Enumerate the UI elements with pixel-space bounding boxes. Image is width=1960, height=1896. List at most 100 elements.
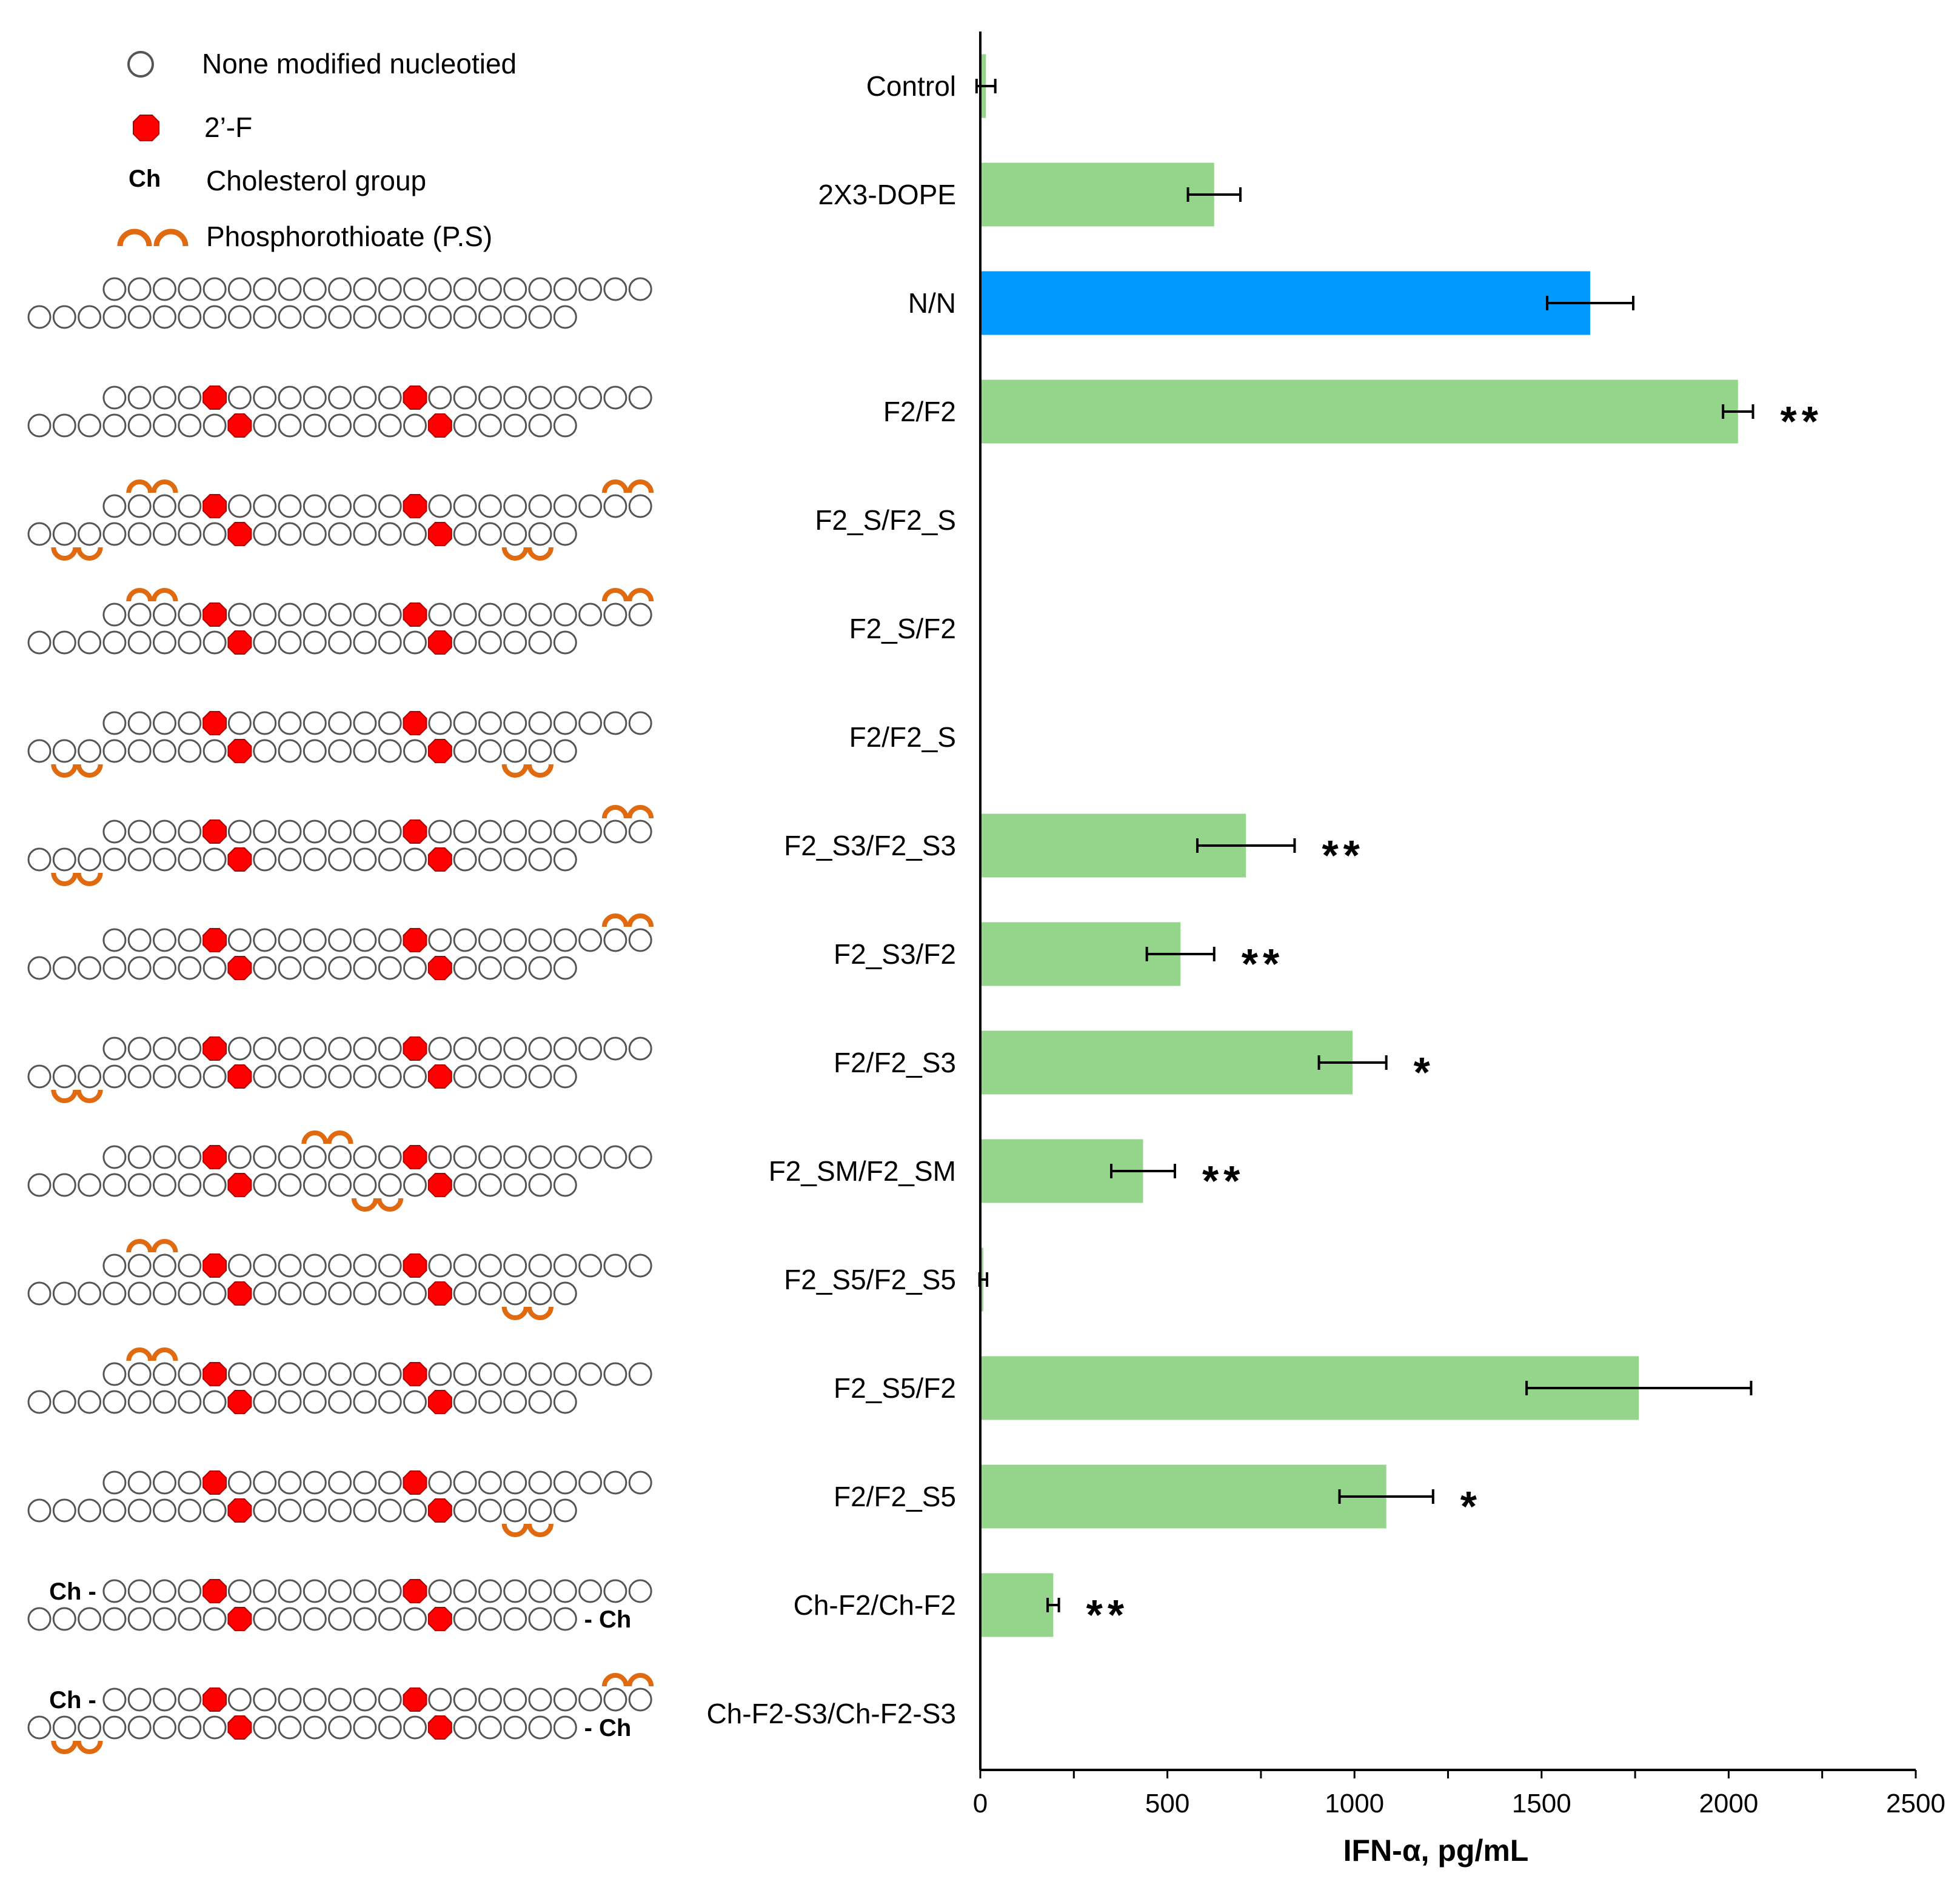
nucleotide xyxy=(78,1607,102,1631)
nucleotide xyxy=(353,847,377,872)
nucleotide xyxy=(478,1253,502,1278)
duplex-diagram: Ch - - Ch xyxy=(27,1673,654,1754)
nucleotide xyxy=(27,847,52,872)
nucleotide xyxy=(127,1036,152,1061)
nucleotide xyxy=(453,1036,477,1061)
nucleotide xyxy=(227,819,252,844)
nucleotide xyxy=(453,1173,477,1197)
nucleotide xyxy=(353,711,377,735)
significance-marker: ** xyxy=(1322,832,1364,879)
nucleotide xyxy=(328,386,352,410)
nucleotide xyxy=(353,928,377,952)
nucleotide xyxy=(503,1064,527,1089)
nucleotide xyxy=(628,711,652,735)
nucleotide xyxy=(127,1390,152,1414)
nucleotide xyxy=(378,1036,402,1061)
nucleotide xyxy=(453,630,477,655)
nucleotide xyxy=(27,1390,52,1414)
nucleotide xyxy=(27,413,52,438)
nucleotide xyxy=(178,1390,202,1414)
nucleotide xyxy=(478,1498,502,1523)
nucleotide xyxy=(503,711,527,735)
nucleotide xyxy=(202,413,227,438)
legend-item-ps: Phosphorothioate (P.S) xyxy=(117,221,492,252)
ps-arc-icon xyxy=(117,229,152,247)
nucleotide xyxy=(278,1390,302,1414)
nucleotide xyxy=(102,1281,127,1306)
nucleotide xyxy=(403,630,427,655)
nucleotide xyxy=(578,928,603,952)
nucleotide xyxy=(303,1687,327,1712)
nucleotide xyxy=(52,739,76,763)
nucleotide xyxy=(102,928,127,952)
nucleotide xyxy=(253,1579,277,1603)
nucleotide xyxy=(102,277,127,301)
nucleotide xyxy=(303,1498,327,1523)
significance-marker: ** xyxy=(1202,1157,1245,1204)
modified-nucleotide xyxy=(202,1253,227,1278)
nucleotide xyxy=(453,1064,477,1089)
nucleotide xyxy=(278,1145,302,1169)
nucleotide xyxy=(278,1253,302,1278)
nucleotide xyxy=(27,1281,52,1306)
nucleotide xyxy=(278,522,302,546)
nucleotide xyxy=(553,1281,577,1306)
nucleotide xyxy=(278,1470,302,1495)
nucleotide xyxy=(52,1390,76,1414)
nucleotide xyxy=(503,386,527,410)
nucleotide xyxy=(102,494,127,518)
nucleotide xyxy=(403,739,427,763)
nucleotide xyxy=(52,1064,76,1089)
nucleotide xyxy=(603,494,627,518)
nucleotide xyxy=(102,413,127,438)
nucleotide xyxy=(528,819,552,844)
modified-nucleotide xyxy=(427,1607,452,1631)
nucleotide xyxy=(478,1579,502,1603)
nucleotide xyxy=(503,928,527,952)
nucleotide xyxy=(278,847,302,872)
nucleotide xyxy=(478,1281,502,1306)
nucleotide xyxy=(78,956,102,980)
x-tick-label: 2000 xyxy=(1699,1789,1758,1818)
nucleotide xyxy=(52,1173,76,1197)
ps-linkage xyxy=(76,764,103,778)
nucleotide xyxy=(403,847,427,872)
nucleotide xyxy=(553,928,577,952)
nucleotide xyxy=(153,305,176,329)
nucleotide xyxy=(628,1253,652,1278)
nucleotide xyxy=(253,1362,277,1386)
nucleotide xyxy=(303,1362,327,1386)
nucleotide xyxy=(453,1281,477,1306)
nucleotide xyxy=(127,1145,152,1169)
nucleotide xyxy=(153,277,176,301)
nucleotide xyxy=(227,277,252,301)
nucleotide xyxy=(278,1715,302,1740)
nucleotide xyxy=(428,928,452,952)
modified-nucleotide xyxy=(403,1145,427,1169)
nucleotide xyxy=(453,1715,477,1740)
nucleotide xyxy=(278,603,302,627)
category-label: N/N xyxy=(908,287,956,319)
nucleotide xyxy=(127,1362,152,1386)
category-label: F2_S/F2_S xyxy=(815,504,956,536)
ps-linkage xyxy=(527,1306,554,1320)
nucleotide xyxy=(603,1253,627,1278)
nucleotide xyxy=(127,413,152,438)
nucleotide xyxy=(428,1253,452,1278)
nucleotide xyxy=(453,1362,477,1386)
nucleotide xyxy=(227,1036,252,1061)
nucleotide xyxy=(503,1498,527,1523)
nucleotide xyxy=(328,928,352,952)
nucleotide xyxy=(528,1579,552,1603)
nucleotide xyxy=(578,1470,603,1495)
nucleotide xyxy=(378,1145,402,1169)
nucleotide xyxy=(153,603,176,627)
nucleotide xyxy=(303,1390,327,1414)
nucleotide xyxy=(227,1579,252,1603)
nucleotide xyxy=(528,603,552,627)
nucleotide xyxy=(553,413,577,438)
nucleotide xyxy=(553,1145,577,1169)
category-label: F2/F2_S3 xyxy=(834,1047,956,1078)
nucleotide xyxy=(303,1064,327,1089)
nucleotide xyxy=(78,630,102,655)
